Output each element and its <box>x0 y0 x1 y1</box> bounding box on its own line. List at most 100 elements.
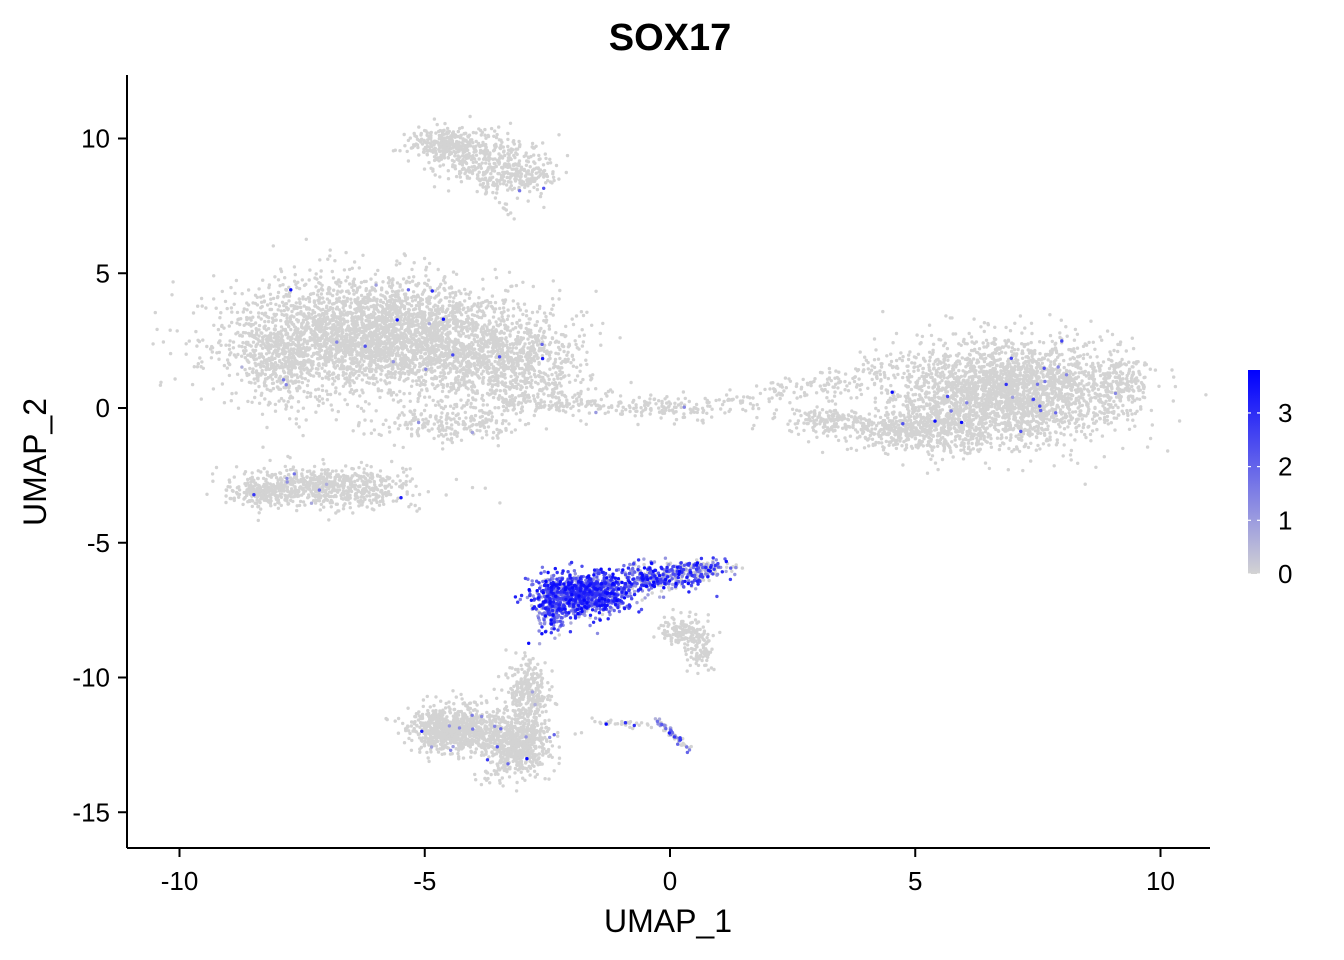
scatter-point <box>287 335 290 338</box>
scatter-point <box>337 348 340 351</box>
scatter-point <box>564 360 567 363</box>
scatter-point <box>466 306 469 309</box>
scatter-point <box>403 379 406 382</box>
scatter-point <box>257 334 260 337</box>
scatter-point <box>532 348 535 351</box>
scatter-point <box>241 292 244 295</box>
scatter-point <box>256 338 259 341</box>
scatter-point <box>438 375 441 378</box>
scatter-point <box>446 333 449 336</box>
scatter-point <box>407 373 410 376</box>
scatter-point <box>251 316 254 319</box>
scatter-point <box>176 329 179 332</box>
scatter-point <box>361 299 364 302</box>
scatter-point <box>455 307 458 310</box>
scatter-point <box>558 289 561 292</box>
scatter-point <box>350 481 353 484</box>
scatter-point <box>377 358 380 361</box>
scatter-point <box>249 324 252 327</box>
scatter-point <box>477 302 480 305</box>
scatter-point <box>429 338 432 341</box>
scatter-point <box>388 364 391 367</box>
scatter-point <box>511 322 514 325</box>
scatter-point <box>275 313 278 316</box>
scatter-point <box>383 295 386 298</box>
scatter-point <box>236 373 239 376</box>
scatter-point <box>503 389 506 392</box>
scatter-point <box>430 367 433 370</box>
scatter-point <box>280 309 283 312</box>
scatter-point <box>253 396 256 399</box>
scatter-point <box>493 406 496 409</box>
scatter-point <box>318 258 321 261</box>
scatter-point <box>358 394 361 397</box>
scatter-point <box>350 367 353 370</box>
scatter-point <box>393 299 396 302</box>
scatter-point <box>365 464 368 467</box>
scatter-point <box>436 287 439 290</box>
scatter-point <box>399 362 402 365</box>
scatter-point <box>364 338 367 341</box>
scatter-point <box>451 300 454 303</box>
scatter-point <box>395 393 398 396</box>
scatter-point <box>296 281 299 284</box>
scatter-point <box>271 352 274 355</box>
scatter-point <box>154 311 157 314</box>
scatter-point <box>372 374 375 377</box>
scatter-point <box>466 329 469 332</box>
scatter-point <box>265 315 268 318</box>
scatter-point <box>343 398 346 401</box>
scatter-point <box>402 277 405 280</box>
scatter-point <box>334 391 337 394</box>
scatter-point <box>512 369 515 372</box>
scatter-point <box>240 379 243 382</box>
scatter-point <box>455 339 458 342</box>
scatter-point <box>560 361 563 364</box>
scatter-point <box>210 356 213 359</box>
scatter-point <box>293 280 296 283</box>
scatter-point <box>233 303 236 306</box>
scatter-point <box>318 395 321 398</box>
scatter-point <box>192 311 195 314</box>
scatter-point <box>500 362 503 365</box>
scatter-point <box>218 316 221 319</box>
scatter-point <box>278 304 281 307</box>
scatter-point <box>415 304 418 307</box>
scatter-point <box>361 313 364 316</box>
scatter-point <box>414 485 417 488</box>
scatter-point <box>305 396 308 399</box>
scatter-point <box>450 382 453 385</box>
scatter-point <box>323 339 326 342</box>
scatter-point <box>552 362 555 365</box>
scatter-point <box>385 342 388 345</box>
scatter-point <box>391 367 394 370</box>
scatter-point <box>423 409 426 412</box>
scatter-point <box>235 321 238 324</box>
scatter-point <box>271 321 274 324</box>
scatter-point <box>550 308 553 311</box>
scatter-point <box>277 278 280 281</box>
scatter-point <box>353 360 356 363</box>
scatter-point <box>501 355 504 358</box>
scatter-point <box>331 470 334 473</box>
scatter-point <box>348 305 351 308</box>
scatter-point <box>447 344 450 347</box>
scatter-point <box>389 295 392 298</box>
scatter-point <box>276 295 279 298</box>
scatter-point <box>473 302 476 305</box>
scatter-point <box>341 341 344 344</box>
scatter-point <box>253 354 256 357</box>
scatter-point <box>575 366 578 369</box>
scatter-point <box>329 326 332 329</box>
scatter-point <box>330 355 333 358</box>
scatter-point <box>319 275 322 278</box>
scatter-point <box>308 336 311 339</box>
scatter-point <box>536 382 539 385</box>
scatter-point <box>425 404 428 407</box>
scatter-point <box>393 346 396 349</box>
scatter-point <box>538 370 541 373</box>
scatter-point <box>568 381 571 384</box>
scatter-point <box>398 262 401 265</box>
scatter-point <box>228 324 231 327</box>
scatter-point <box>304 283 307 286</box>
